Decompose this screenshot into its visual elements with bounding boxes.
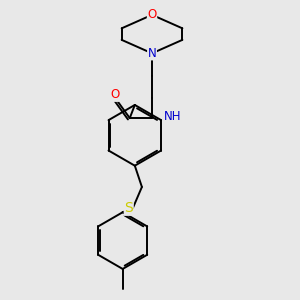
Text: O: O bbox=[147, 8, 157, 21]
Text: N: N bbox=[148, 47, 156, 60]
Text: O: O bbox=[110, 88, 119, 101]
Text: S: S bbox=[124, 201, 133, 215]
Text: NH: NH bbox=[164, 110, 182, 123]
